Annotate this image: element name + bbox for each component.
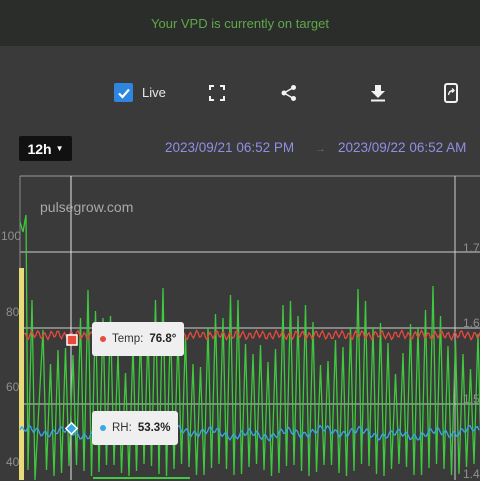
caret-down-icon: ▼ bbox=[55, 144, 64, 153]
mobile-share-icon[interactable] bbox=[440, 82, 462, 104]
y-tick-right: 1.6 bbox=[463, 316, 480, 330]
fullscreen-icon[interactable] bbox=[206, 82, 228, 104]
humidity-marker bbox=[64, 421, 79, 436]
time-range-label: 12h bbox=[27, 140, 52, 157]
vpd-status-message: Your VPD is currently on target bbox=[151, 15, 329, 31]
start-date[interactable]: 2023/09/21 06:52 PM bbox=[165, 140, 295, 155]
temperature-tooltip-label: Temp: bbox=[112, 333, 144, 345]
temperature-dot-icon bbox=[100, 336, 106, 342]
share-icon[interactable] bbox=[278, 82, 300, 104]
time-range-selector[interactable]: 12h ▼ bbox=[19, 136, 72, 161]
y-tick-right: 1.4 bbox=[463, 467, 480, 481]
date-range-arrow: → bbox=[315, 143, 326, 155]
live-label: Live bbox=[142, 85, 166, 100]
humidity-tooltip: RH: 53.3% bbox=[92, 411, 179, 445]
chart-toolbar: Live bbox=[0, 78, 480, 108]
watermark: pulsegrow.com bbox=[40, 199, 134, 215]
sensor-chart[interactable] bbox=[0, 170, 480, 480]
end-date[interactable]: 2023/09/22 06:52 AM bbox=[338, 140, 467, 155]
download-icon[interactable] bbox=[367, 82, 389, 104]
y-tick-left: 80 bbox=[6, 305, 20, 319]
vpd-series-line bbox=[19, 214, 480, 480]
y-tick-left: 60 bbox=[6, 380, 20, 394]
selection-highlight bbox=[19, 268, 24, 480]
temperature-tooltip: Temp: 76.8° bbox=[92, 322, 185, 356]
y-tick-right: 1.5 bbox=[463, 392, 480, 406]
status-banner: Your VPD is currently on target bbox=[0, 0, 480, 46]
y-tick-right: 1.7 bbox=[463, 241, 480, 255]
humidity-tooltip-value: 53.3% bbox=[137, 422, 171, 434]
temperature-tooltip-value: 76.8° bbox=[149, 333, 177, 345]
y-tick-left: 40 bbox=[6, 455, 20, 469]
humidity-dot-icon bbox=[100, 425, 106, 431]
live-checkbox[interactable] bbox=[114, 83, 133, 102]
humidity-tooltip-label: RH: bbox=[112, 422, 132, 434]
checkmark-icon bbox=[117, 88, 130, 99]
y-tick-left: 100 bbox=[1, 229, 22, 243]
temperature-marker bbox=[66, 334, 78, 346]
live-toggle[interactable]: Live bbox=[114, 83, 166, 102]
